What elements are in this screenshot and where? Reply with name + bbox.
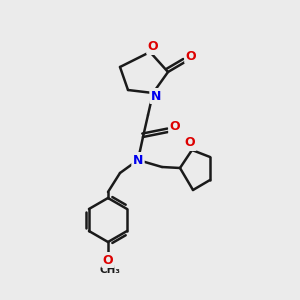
Text: N: N — [151, 89, 161, 103]
Text: CH₃: CH₃ — [100, 265, 121, 275]
Text: O: O — [170, 121, 180, 134]
Text: O: O — [103, 254, 113, 266]
Text: O: O — [185, 136, 195, 149]
Text: N: N — [133, 154, 143, 166]
Text: O: O — [186, 50, 196, 62]
Text: O: O — [148, 40, 158, 53]
